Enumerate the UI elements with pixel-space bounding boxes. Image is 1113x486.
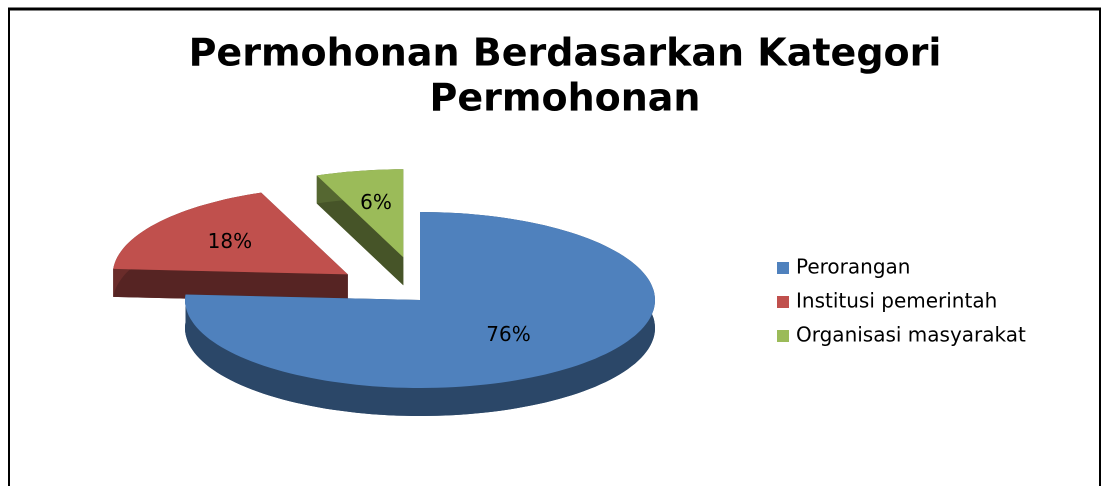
slice-top <box>316 169 404 258</box>
data-label: 18% <box>208 229 252 253</box>
chart-title: Permohonan Berdasarkan Kategori <box>189 31 942 75</box>
slice-edge <box>113 268 348 303</box>
data-label: 76% <box>486 322 530 346</box>
legend-swatch <box>777 330 789 342</box>
slice <box>316 169 404 286</box>
legend-label: Organisasi masyarakat <box>796 323 1026 347</box>
chart-title: Permohonan <box>430 76 701 120</box>
slice <box>185 212 655 416</box>
legend-swatch <box>777 296 789 308</box>
data-label: 6% <box>360 190 392 214</box>
slice-top <box>185 212 655 388</box>
slice-edge <box>316 175 404 286</box>
slice <box>113 192 348 303</box>
legend-label: Perorangan <box>796 255 910 279</box>
legend-swatch <box>777 262 789 274</box>
slice-top <box>113 192 348 275</box>
legend-label: Institusi pemerintah <box>796 289 997 313</box>
